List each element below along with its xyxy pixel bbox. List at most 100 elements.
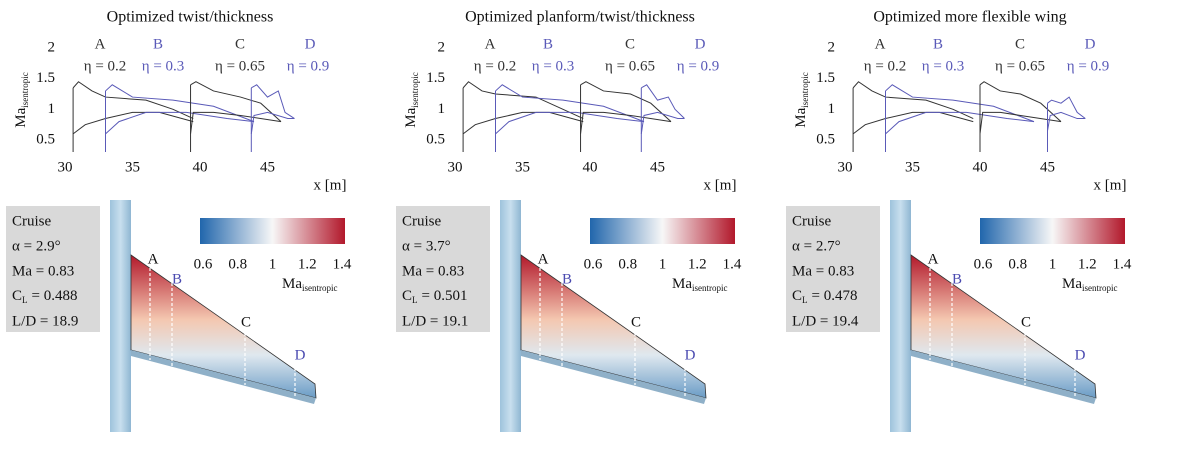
y-axis-label-main: Ma xyxy=(793,107,809,127)
cruise-heading: Cruise xyxy=(12,213,52,229)
pressure-curve xyxy=(581,82,671,122)
section-letter: C xyxy=(235,36,245,52)
x-tick-label: 35 xyxy=(515,159,530,175)
y-tick-label: 0.5 xyxy=(36,131,55,147)
wing-section-label: B xyxy=(562,271,572,287)
y-tick-label: 1.5 xyxy=(816,70,835,86)
section-eta: η = 0.2 xyxy=(474,58,517,74)
section-letter: B xyxy=(543,36,553,52)
cruise-cl-sub: L xyxy=(22,295,28,305)
x-axis-label: x [m] xyxy=(314,177,347,193)
figure: Optimized twist/thicknessMaisentropic0.5… xyxy=(0,0,1193,450)
x-tick-label: 35 xyxy=(905,159,920,175)
colorbar-label-sub: isentropic xyxy=(302,283,338,293)
colorbar-tick-label: 0.6 xyxy=(194,256,213,272)
cruise-cl-main: C xyxy=(792,288,802,304)
colorbar-tick-label: 0.6 xyxy=(584,256,603,272)
section-eta: η = 0.3 xyxy=(532,58,575,74)
wing-section-label: A xyxy=(538,251,549,267)
cruise-cl: CL= 0.478 xyxy=(792,288,857,305)
section-letter: A xyxy=(485,36,496,52)
pressure-curve xyxy=(1048,97,1086,118)
colorbar-tick-label: 1.4 xyxy=(723,256,742,272)
y-tick-label: 1 xyxy=(438,101,446,117)
cruise-mach: Ma = 0.83 xyxy=(12,263,74,279)
fuselage xyxy=(890,200,911,432)
pressure-curve xyxy=(886,112,1035,133)
colorbar-label: Maisentropic xyxy=(1062,276,1118,293)
colorbar-label: Maisentropic xyxy=(672,276,728,293)
colorbar xyxy=(590,218,735,244)
section-letter: D xyxy=(305,36,316,52)
pressure-curve xyxy=(496,85,645,122)
colorbar-tick-label: 0.8 xyxy=(618,256,637,272)
section-letter: D xyxy=(1085,36,1096,52)
colorbar-tick-label: 1.4 xyxy=(1113,256,1132,272)
section-letter: B xyxy=(933,36,943,52)
pressure-curve xyxy=(191,82,281,122)
cruise-cl-main: C xyxy=(12,288,22,304)
x-tick-label: 45 xyxy=(1040,159,1055,175)
fuselage xyxy=(500,200,521,432)
x-axis-label: x [m] xyxy=(704,177,737,193)
colorbar-tick-label: 0.8 xyxy=(1008,256,1027,272)
wing-section-label: D xyxy=(295,347,306,363)
cruise-mach: Ma = 0.83 xyxy=(792,263,854,279)
cruise-cl: CL = 0.488 xyxy=(12,288,77,305)
colorbar-tick-label: 1.2 xyxy=(1078,256,1097,272)
cruise-cl-sub: L xyxy=(412,295,418,305)
section-eta: η = 0.3 xyxy=(142,58,185,74)
colorbar-tick-label: 1 xyxy=(659,256,667,272)
x-tick-label: 30 xyxy=(58,159,73,175)
colorbar-tick-label: 0.8 xyxy=(228,256,247,272)
y-axis-label-main: Ma xyxy=(403,107,419,127)
colorbar-tick-label: 1 xyxy=(1049,256,1057,272)
pressure-curve xyxy=(853,112,973,133)
cruise-cl: CL= 0.501 xyxy=(402,288,467,305)
wing-section-label: C xyxy=(631,314,641,330)
section-letter: D xyxy=(695,36,706,52)
wing-section-label: D xyxy=(1075,347,1086,363)
colorbar-tick-label: 1 xyxy=(269,256,277,272)
x-tick-label: 35 xyxy=(125,159,140,175)
colorbar-tick-label: 1.2 xyxy=(688,256,707,272)
colorbar-label-sub: isentropic xyxy=(1082,283,1118,293)
cruise-cl-rest: = 0.501 xyxy=(422,288,468,304)
cruise-alpha: α = 3.7° xyxy=(402,238,451,254)
pressure-curve xyxy=(251,85,294,119)
y-tick-label: 2 xyxy=(438,39,446,55)
cruise-alpha: α = 2.7° xyxy=(792,238,841,254)
y-axis-label-sub: isentropic xyxy=(20,72,30,108)
x-axis-label: x [m] xyxy=(1094,177,1127,193)
panel-title: Optimized planform/twist/thickness xyxy=(465,9,695,26)
cruise-heading: Cruise xyxy=(792,213,832,229)
cruise-cl-rest: = 0.478 xyxy=(812,288,858,304)
section-eta: η = 0.9 xyxy=(677,58,720,74)
x-tick-label: 40 xyxy=(973,159,988,175)
section-letter: B xyxy=(153,36,163,52)
cruise-ld: L/D = 19.4 xyxy=(792,313,859,329)
wing-section-label: D xyxy=(685,347,696,363)
colorbar-label: Maisentropic xyxy=(282,276,338,293)
y-tick-label: 1.5 xyxy=(36,70,55,86)
cruise-cl-rest: = 0.488 xyxy=(32,288,78,304)
section-letter: A xyxy=(875,36,886,52)
pressure-curve xyxy=(641,112,684,133)
colorbar-tick-label: 1.2 xyxy=(298,256,317,272)
panel: Optimized more flexible wingMaisentropic… xyxy=(786,9,1132,432)
pressure-curve xyxy=(463,112,583,133)
wing-section-label: B xyxy=(952,271,962,287)
colorbar-label-main: Ma xyxy=(282,276,302,292)
pressure-curve xyxy=(106,85,255,122)
wing-section-label: C xyxy=(241,314,251,330)
x-tick-label: 45 xyxy=(260,159,275,175)
y-axis-label-main: Ma xyxy=(13,107,29,127)
pressure-curve xyxy=(106,112,255,133)
y-tick-label: 0.5 xyxy=(816,131,835,147)
section-eta: η = 0.9 xyxy=(1067,58,1110,74)
y-tick-label: 1 xyxy=(48,101,56,117)
section-eta: η = 0.65 xyxy=(215,58,265,74)
x-tick-label: 30 xyxy=(838,159,853,175)
section-eta: η = 0.65 xyxy=(995,58,1045,74)
wing-section-label: B xyxy=(172,271,182,287)
